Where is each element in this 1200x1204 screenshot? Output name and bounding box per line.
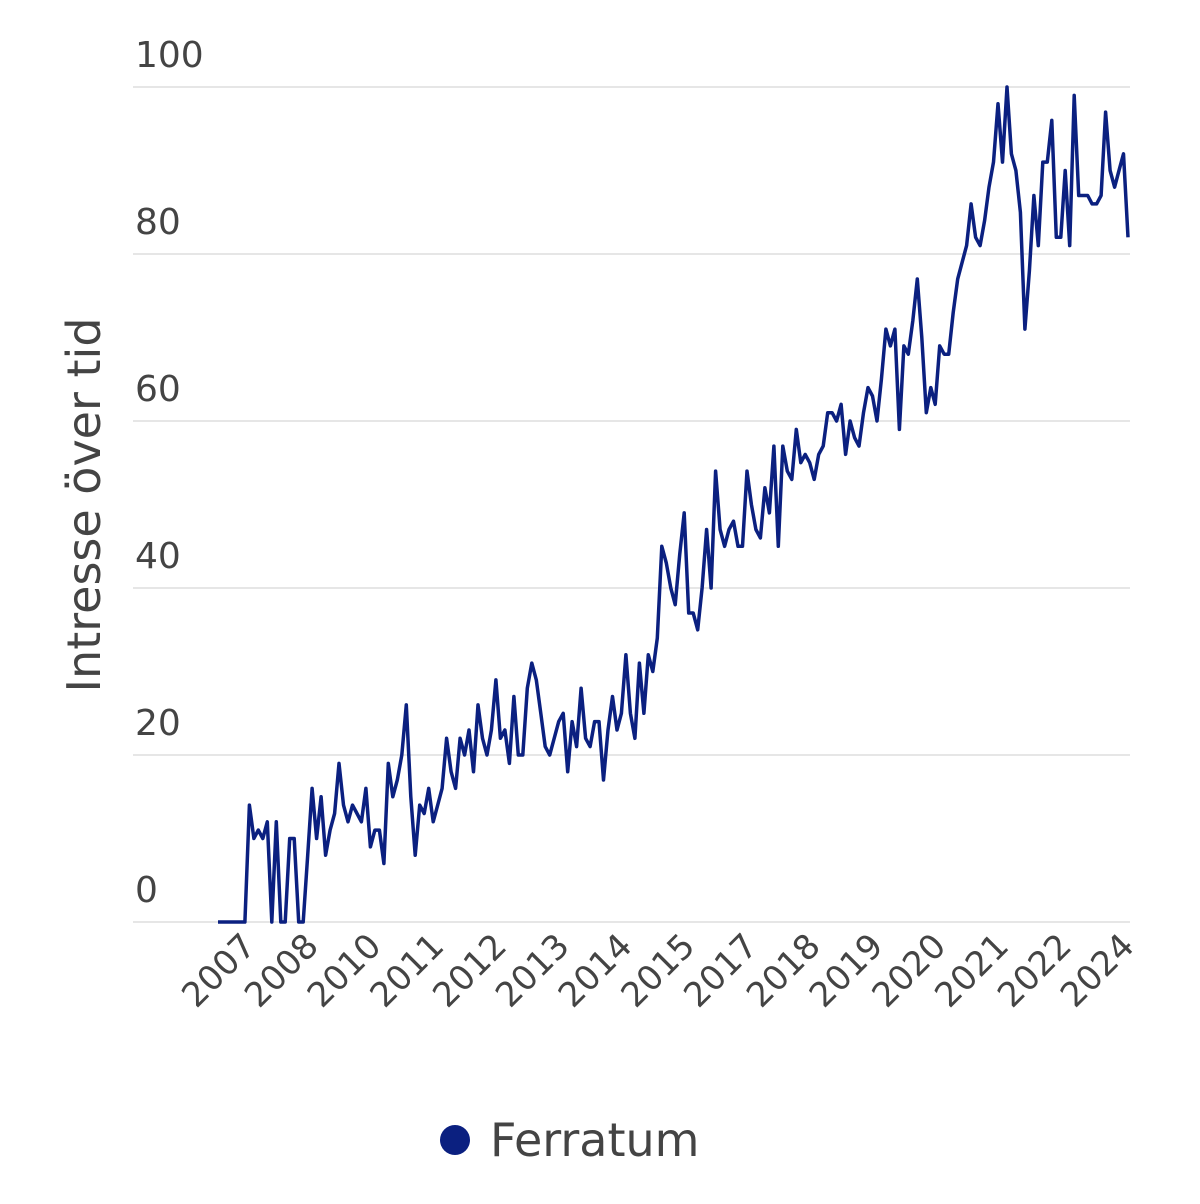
y-axis-label: Intresse över tid	[57, 317, 111, 692]
line	[218, 85, 1130, 924]
x-tick-label: 2015	[614, 926, 703, 1015]
x-tick-label: 2024	[1053, 926, 1142, 1015]
x-tick-label: 2010	[300, 926, 389, 1015]
x-tick-label: 2022	[990, 926, 1079, 1015]
x-tick-label: 2012	[425, 926, 514, 1015]
x-tick-label: 2019	[802, 926, 891, 1015]
y-tick-label: 20	[135, 703, 181, 744]
legend-label: Ferratum	[490, 1113, 699, 1167]
y-tick-label: 40	[135, 536, 181, 577]
x-tick-label: 2021	[927, 926, 1016, 1015]
x-tick-label: 2017	[676, 926, 765, 1015]
y-tick-label: 60	[135, 369, 181, 410]
x-tick-label: 2007	[174, 926, 263, 1015]
x-tick-label: 2020	[865, 926, 954, 1015]
x-tick-label: 2018	[739, 926, 828, 1015]
x-tick-label: 2013	[488, 926, 577, 1015]
x-tick-label: 2014	[551, 926, 640, 1015]
legend-marker	[440, 1125, 470, 1155]
y-tick-label: 80	[135, 202, 181, 243]
x-tick-label: 2008	[237, 926, 326, 1015]
y-tick-label: 0	[135, 870, 158, 911]
x-tick-label: 2011	[363, 926, 452, 1015]
y-tick-label: 100	[135, 35, 204, 76]
